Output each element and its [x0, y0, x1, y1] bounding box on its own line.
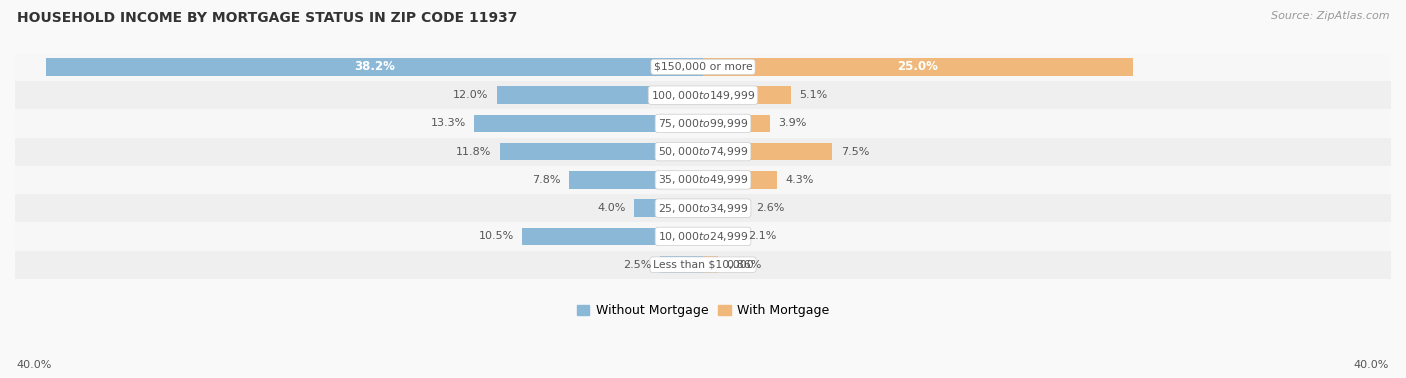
Bar [523, 228, 703, 245]
Text: 0.86%: 0.86% [727, 260, 762, 270]
Bar [703, 143, 832, 160]
Text: 3.9%: 3.9% [779, 118, 807, 129]
Bar [569, 171, 703, 189]
Text: 40.0%: 40.0% [1354, 361, 1389, 370]
Text: 4.0%: 4.0% [598, 203, 626, 213]
Text: 5.1%: 5.1% [800, 90, 828, 100]
Text: 7.5%: 7.5% [841, 147, 869, 156]
Text: Source: ZipAtlas.com: Source: ZipAtlas.com [1271, 11, 1389, 21]
Bar [703, 87, 790, 104]
Legend: Without Mortgage, With Mortgage: Without Mortgage, With Mortgage [572, 299, 834, 322]
Text: 40.0%: 40.0% [17, 361, 52, 370]
Bar [15, 222, 1391, 251]
Text: $50,000 to $74,999: $50,000 to $74,999 [658, 145, 748, 158]
Bar [703, 58, 1133, 76]
Text: HOUSEHOLD INCOME BY MORTGAGE STATUS IN ZIP CODE 11937: HOUSEHOLD INCOME BY MORTGAGE STATUS IN Z… [17, 11, 517, 25]
Text: 25.0%: 25.0% [897, 60, 938, 73]
Text: 13.3%: 13.3% [430, 118, 465, 129]
Bar [15, 251, 1391, 279]
Text: $10,000 to $24,999: $10,000 to $24,999 [658, 230, 748, 243]
Bar [15, 138, 1391, 166]
Bar [703, 228, 740, 245]
Text: $100,000 to $149,999: $100,000 to $149,999 [651, 89, 755, 102]
Bar [703, 199, 748, 217]
Bar [46, 58, 703, 76]
Bar [15, 53, 1391, 81]
Bar [634, 199, 703, 217]
Text: 4.3%: 4.3% [786, 175, 814, 185]
Text: 38.2%: 38.2% [354, 60, 395, 73]
Text: 12.0%: 12.0% [453, 90, 488, 100]
Bar [703, 256, 718, 273]
Text: 7.8%: 7.8% [531, 175, 560, 185]
Text: 10.5%: 10.5% [478, 231, 513, 242]
Text: $150,000 or more: $150,000 or more [654, 62, 752, 72]
Bar [15, 81, 1391, 109]
Bar [501, 143, 703, 160]
Bar [496, 87, 703, 104]
Bar [659, 256, 703, 273]
Bar [703, 115, 770, 132]
Text: 2.1%: 2.1% [748, 231, 776, 242]
Text: Less than $10,000: Less than $10,000 [652, 260, 754, 270]
Bar [15, 166, 1391, 194]
Text: 2.5%: 2.5% [623, 260, 651, 270]
Bar [15, 194, 1391, 222]
Bar [474, 115, 703, 132]
Text: $25,000 to $34,999: $25,000 to $34,999 [658, 201, 748, 215]
Text: 11.8%: 11.8% [456, 147, 492, 156]
Bar [15, 109, 1391, 138]
Text: 2.6%: 2.6% [756, 203, 785, 213]
Text: $75,000 to $99,999: $75,000 to $99,999 [658, 117, 748, 130]
Bar [703, 171, 778, 189]
Text: $35,000 to $49,999: $35,000 to $49,999 [658, 174, 748, 186]
